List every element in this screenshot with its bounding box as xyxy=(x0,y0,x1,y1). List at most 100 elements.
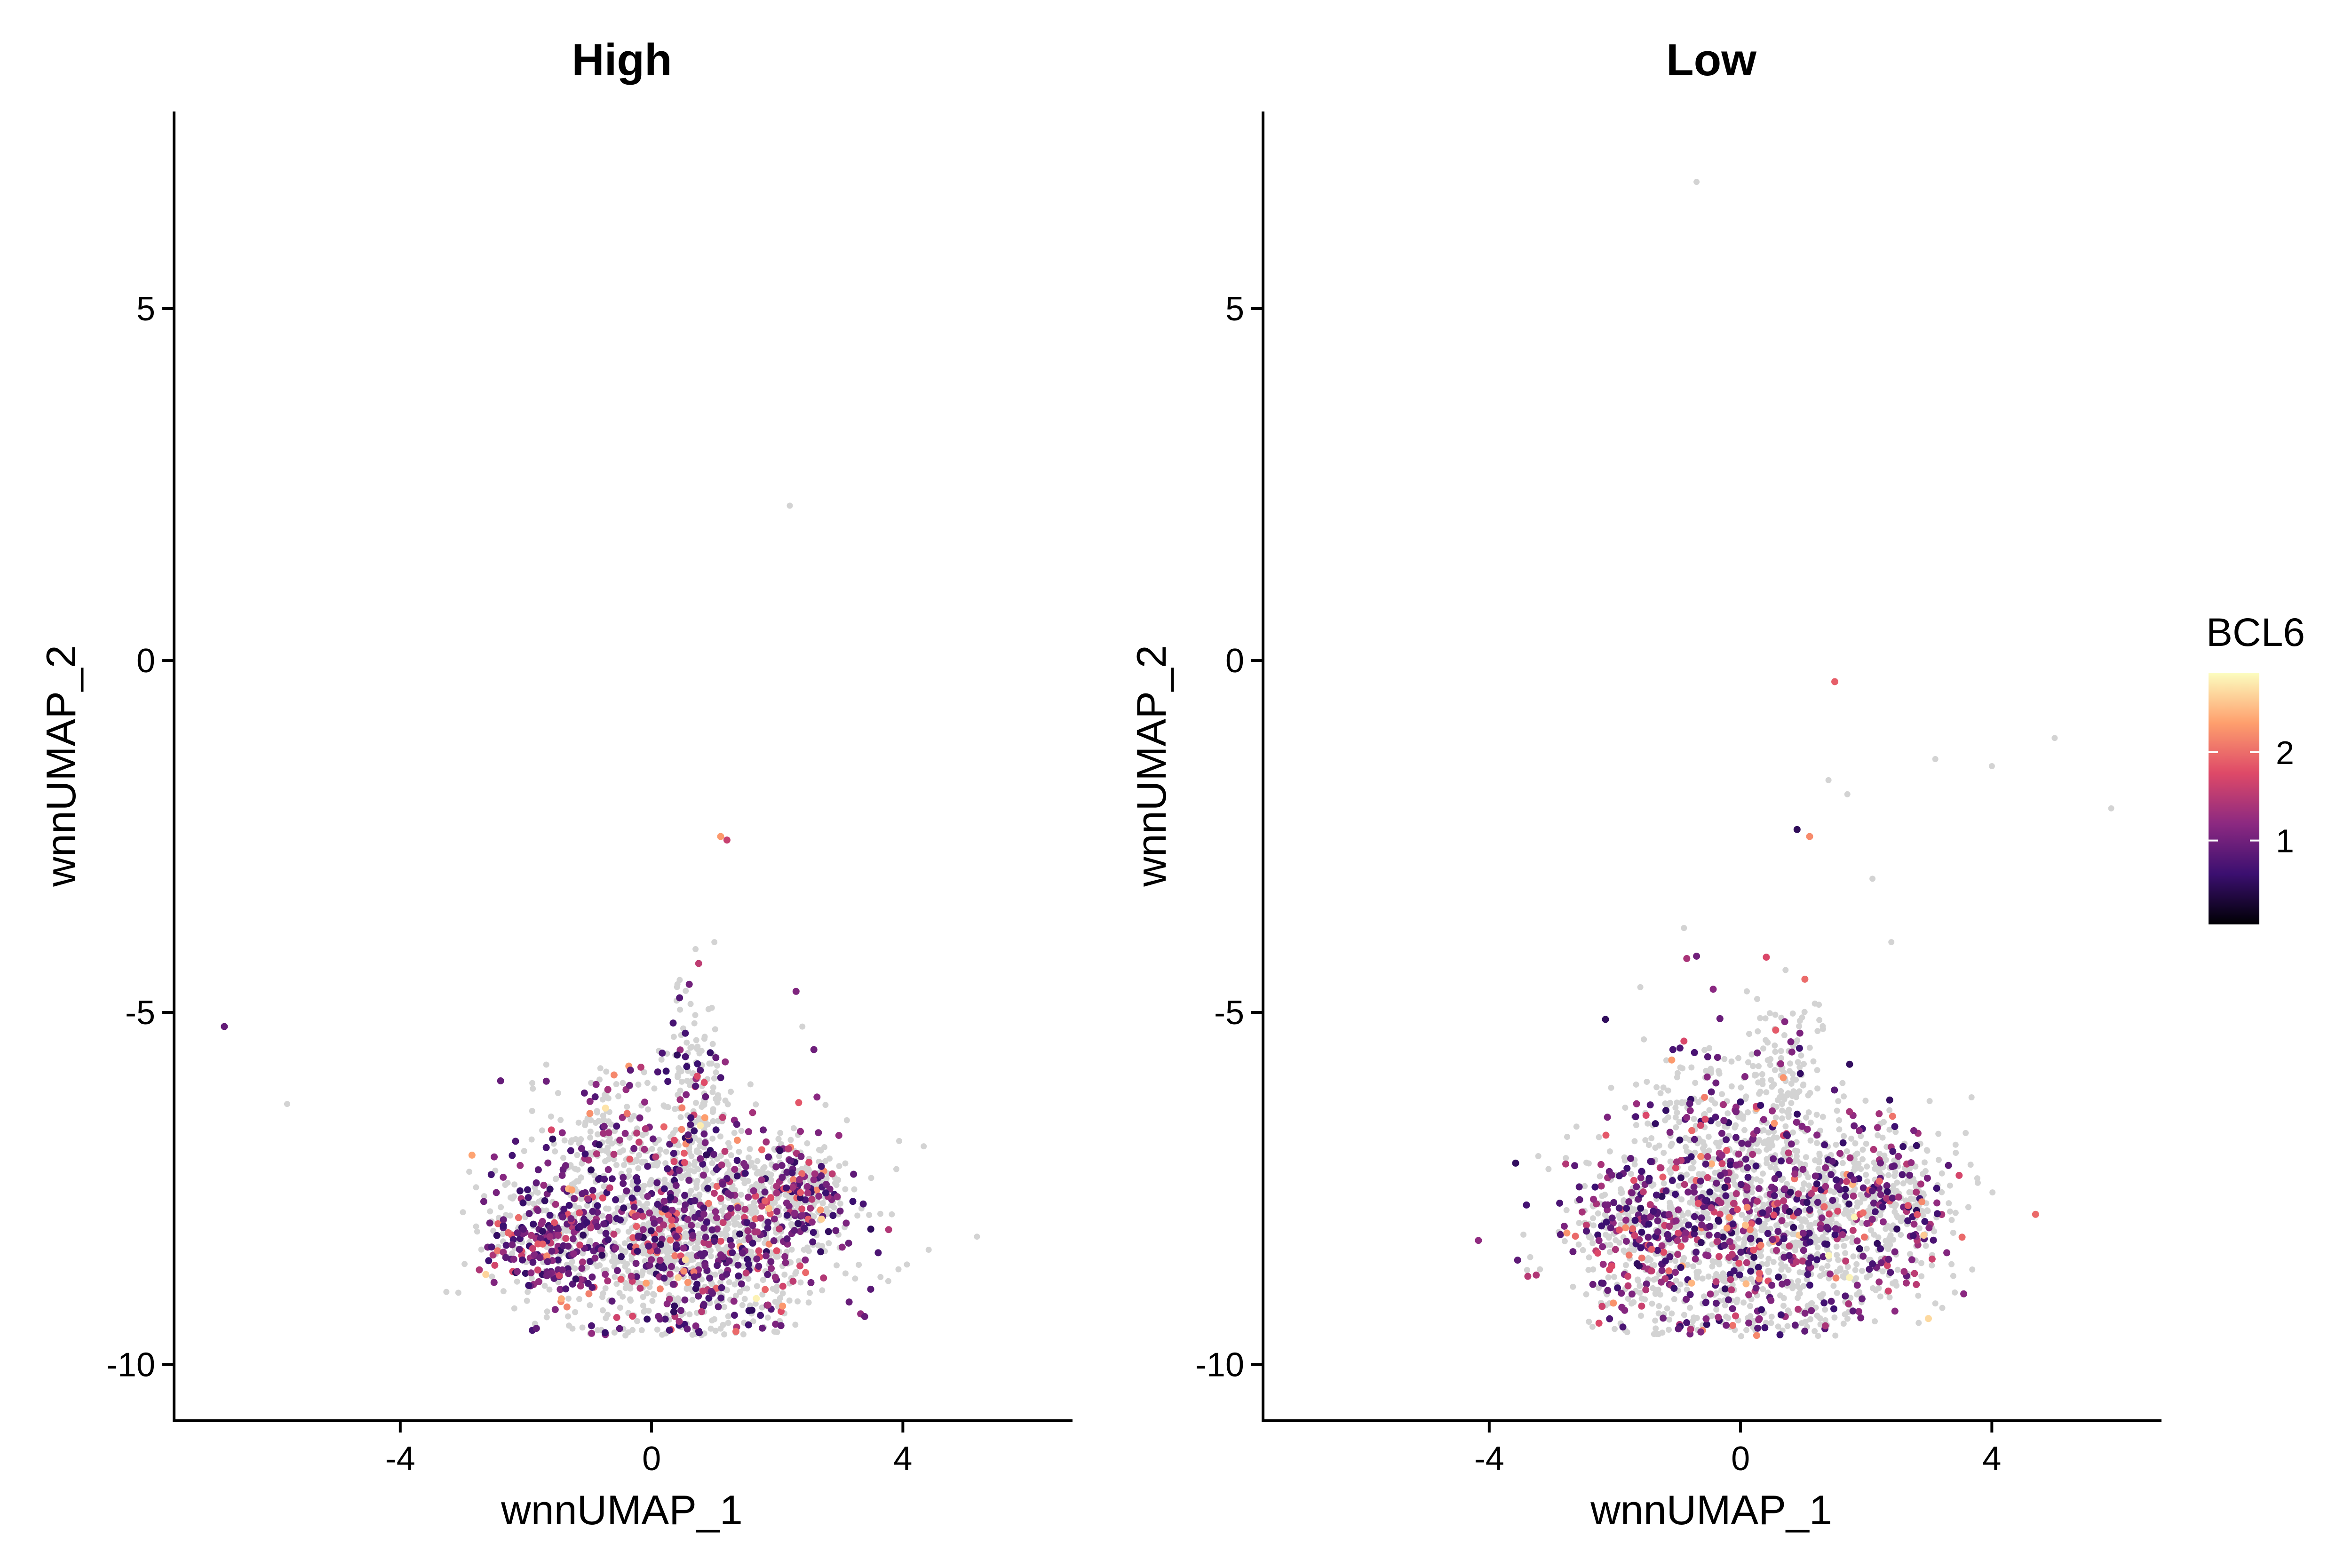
scatter-point xyxy=(601,1329,609,1337)
scatter-point xyxy=(1764,1261,1770,1267)
scatter-point xyxy=(632,1260,640,1267)
scatter-point xyxy=(850,1170,858,1178)
scatter-point xyxy=(1728,1083,1735,1090)
scatter-point xyxy=(715,1092,721,1098)
scatter-point xyxy=(1783,1222,1789,1228)
scatter-point xyxy=(748,1159,755,1166)
scatter-point xyxy=(1645,1142,1652,1148)
scatter-point xyxy=(1598,1303,1606,1310)
scatter-point xyxy=(534,1266,541,1274)
scatter-point xyxy=(628,1297,634,1304)
scatter-point xyxy=(1634,1276,1641,1283)
scatter-point xyxy=(1796,1269,1803,1275)
scatter-point xyxy=(1780,1243,1787,1250)
scatter-point xyxy=(1780,1274,1787,1280)
scatter-point xyxy=(594,1202,601,1210)
scatter-point xyxy=(723,1226,729,1233)
scatter-point xyxy=(659,1050,666,1057)
scatter-point xyxy=(1683,1144,1689,1150)
scatter-point xyxy=(710,1190,718,1197)
scatter-point xyxy=(671,1302,678,1310)
scatter-point xyxy=(779,1174,786,1181)
scatter-point xyxy=(696,1137,702,1144)
scatter-point xyxy=(491,1262,499,1269)
scatter-point xyxy=(1818,1295,1825,1301)
scatter-point xyxy=(1891,1123,1899,1130)
scatter-point xyxy=(1722,1278,1729,1285)
scatter-point xyxy=(1599,1280,1607,1287)
scatter-point xyxy=(541,1282,548,1289)
scatter-point xyxy=(787,1259,794,1266)
scatter-point xyxy=(1771,1120,1778,1127)
scatter-point xyxy=(810,1213,817,1219)
scatter-point xyxy=(536,1254,544,1261)
scatter-point xyxy=(1719,1234,1727,1241)
scatter-point xyxy=(618,1253,625,1260)
scatter-point xyxy=(1762,1138,1768,1145)
scatter-point xyxy=(1863,1140,1869,1147)
scatter-point xyxy=(1883,1194,1891,1202)
scatter-point xyxy=(772,1298,779,1305)
scatter-point xyxy=(678,1068,684,1075)
scatter-point xyxy=(1788,1081,1795,1087)
scatter-point xyxy=(1772,1165,1779,1171)
scatter-point xyxy=(1732,1162,1740,1169)
scatter-point xyxy=(662,1160,669,1167)
scatter-point xyxy=(534,1207,542,1214)
scatter-point xyxy=(1730,1267,1738,1274)
scatter-point xyxy=(709,1135,716,1142)
scatter-point xyxy=(1708,1066,1714,1072)
scatter-point xyxy=(612,1244,620,1251)
scatter-point xyxy=(1582,1221,1590,1229)
scatter-point xyxy=(1633,1122,1639,1128)
scatter-point xyxy=(673,1233,680,1240)
scatter-point xyxy=(885,1278,891,1284)
scatter-point xyxy=(1737,1181,1745,1188)
scatter-point xyxy=(1675,1229,1682,1237)
scatter-point xyxy=(713,1284,720,1292)
scatter-point xyxy=(1769,1107,1776,1114)
scatter-point xyxy=(640,1294,646,1300)
scatter-point xyxy=(1778,1157,1785,1165)
scatter-point xyxy=(1831,678,1838,685)
scatter-point xyxy=(885,1226,892,1234)
scatter-point xyxy=(703,1122,709,1128)
scatter-point xyxy=(1694,1200,1702,1207)
scatter-point xyxy=(725,1162,732,1168)
scatter-point xyxy=(717,1074,724,1082)
scatter-point xyxy=(668,1207,676,1214)
scatter-point xyxy=(1738,1139,1746,1147)
scatter-point xyxy=(745,1261,753,1268)
scatter-point xyxy=(625,1329,632,1336)
scatter-point xyxy=(567,1147,574,1154)
scatter-point xyxy=(1561,1238,1568,1244)
scatter-point xyxy=(1744,988,1750,995)
scatter-point xyxy=(1796,1064,1803,1071)
scatter-point xyxy=(660,1185,668,1193)
scatter-point xyxy=(1684,1171,1690,1178)
scatter-point xyxy=(587,1302,593,1308)
scatter-point xyxy=(1843,1178,1850,1185)
scatter-point xyxy=(895,1266,902,1273)
scatter-point xyxy=(845,1240,852,1247)
scatter-point xyxy=(1658,1267,1666,1274)
scatter-point xyxy=(1615,1172,1623,1179)
scatter-point xyxy=(546,1233,554,1241)
scatter-point xyxy=(651,1085,658,1092)
scatter-point xyxy=(500,1216,507,1224)
scatter-point xyxy=(1887,1232,1894,1239)
scatter-point xyxy=(837,1200,843,1207)
scatter-point xyxy=(588,1322,595,1329)
scatter-point xyxy=(1705,1274,1712,1280)
scatter-point xyxy=(1839,1080,1846,1086)
scatter-point xyxy=(759,1291,766,1298)
scatter-point xyxy=(791,1210,798,1217)
scatter-point xyxy=(867,1285,874,1293)
scatter-point xyxy=(1704,1053,1711,1060)
scatter-point xyxy=(1590,1266,1597,1273)
scatter-point xyxy=(728,1242,735,1249)
scatter-point xyxy=(667,1194,675,1201)
scatter-point xyxy=(735,1272,742,1280)
scatter-point xyxy=(604,1094,611,1101)
scatter-point xyxy=(682,1053,689,1060)
